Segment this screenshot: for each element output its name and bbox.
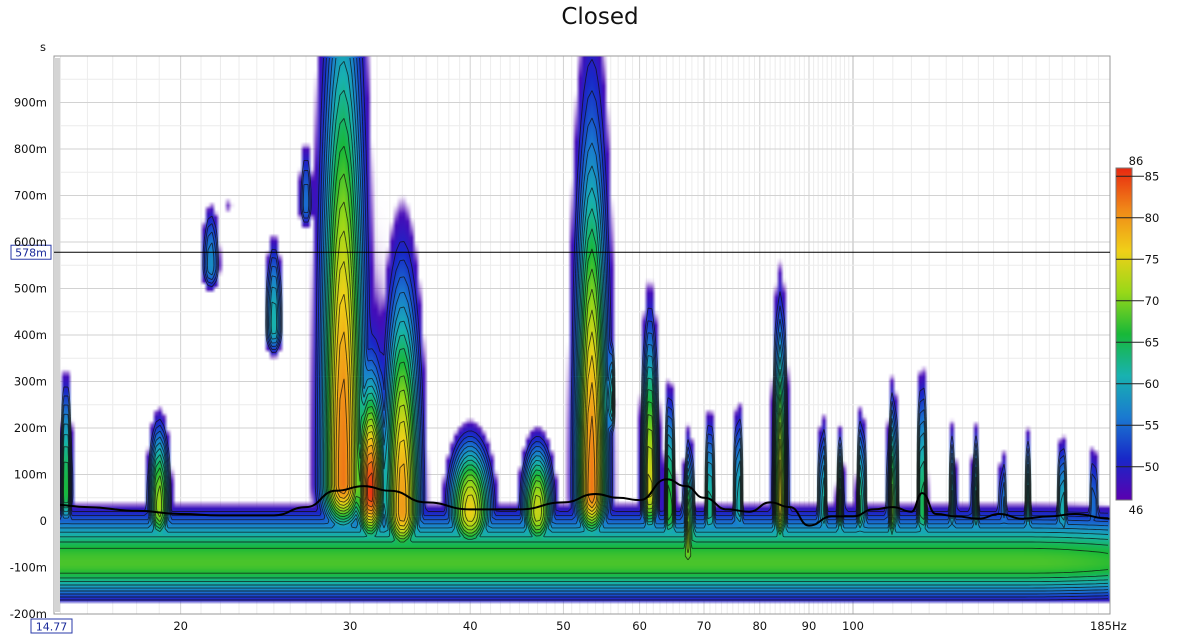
contour-line: [56, 61, 1109, 586]
x-tick-label: 40: [463, 619, 478, 633]
colorbar-tick-label: 60: [1145, 377, 1160, 391]
x-axis-unit-label: Hz: [1112, 619, 1127, 633]
x-tick-labels: 20 30 40 50 60 70 80 90 100 14.77 185 Hz: [30, 618, 1127, 634]
colorbar-tick-label: 80: [1145, 211, 1160, 225]
y-tick-label: 700m: [14, 189, 47, 203]
x-tick-label: 70: [697, 619, 712, 633]
x-tick-label: 100: [842, 619, 864, 633]
colorbar-tick-label: 50: [1145, 460, 1160, 474]
x-start-label: 14.77: [36, 621, 68, 634]
contour-line: [365, 460, 375, 508]
contour-line: [335, 331, 598, 522]
x-tick-label: 90: [802, 619, 817, 633]
x-tick-label: 80: [752, 619, 767, 633]
x-end-label: 185: [1090, 619, 1112, 633]
y-tick-label: 800m: [14, 142, 47, 156]
y-tick-label: -100m: [10, 561, 47, 575]
peak-time-line: [54, 478, 1110, 527]
y-tick-label: 400m: [14, 328, 47, 342]
colorbar-tick-label: 85: [1145, 169, 1160, 183]
y-tick-label: 300m: [14, 375, 47, 389]
contour-line: [154, 173, 894, 561]
peak-time-curve: [54, 478, 1110, 527]
y-axis-unit-label: s: [40, 40, 46, 54]
y-tick-label: 100m: [14, 468, 47, 482]
contour-line: [330, 230, 783, 534]
contour-line: [56, 57, 1109, 598]
x-tick-label: 50: [556, 619, 571, 633]
cursor-value-label: 578m: [15, 247, 47, 260]
cursor-value-box: [10, 244, 52, 260]
x-tick-label: 30: [343, 619, 358, 633]
colorbar-tick-label: 65: [1145, 335, 1160, 349]
contour-line: [56, 57, 1109, 592]
contour-line: [56, 57, 1109, 595]
heatmap-layer: [54, 56, 1110, 614]
y-tick-label: 0: [40, 514, 47, 528]
colorbar-tick-label: 55: [1145, 418, 1160, 432]
contour-line: [155, 201, 784, 554]
y-tick-label: 900m: [14, 96, 47, 110]
time-cursor[interactable]: 578m: [10, 244, 1110, 260]
colorbar-min-label: 46: [1129, 503, 1144, 517]
x-tick-label: 60: [632, 619, 647, 633]
colorbar-max-label: 86: [1129, 154, 1144, 168]
y-tick-labels: 900m 800m 700m 600m 500m 400m 300m 200m 100m 0 -10…: [10, 96, 47, 622]
colorbar-tick-label: 70: [1145, 294, 1160, 308]
colorbar-gradient: [1115, 167, 1133, 501]
y-tick-label: 200m: [14, 421, 47, 435]
contour-line: [56, 57, 1109, 589]
contour-line: [56, 118, 1109, 579]
chart-title: Closed: [561, 4, 639, 30]
colorbar-tick-label: 75: [1145, 252, 1160, 266]
y-tick-label: -200m: [10, 607, 47, 621]
axes: s 900m 800m 700m 600m 500m 400m 300m 200m 100m 0 -…: [10, 40, 1127, 634]
x-tick-label: 20: [173, 619, 188, 633]
y-tick-label: 600m: [14, 235, 47, 249]
colorbar: 86 46 85 80 75 70 65 60 55 50: [1115, 154, 1160, 517]
left-scroll-strip[interactable]: [54, 58, 60, 612]
contour-line: [56, 89, 1109, 583]
x-start-box: [30, 618, 73, 634]
y-tick-label: 500m: [14, 282, 47, 296]
